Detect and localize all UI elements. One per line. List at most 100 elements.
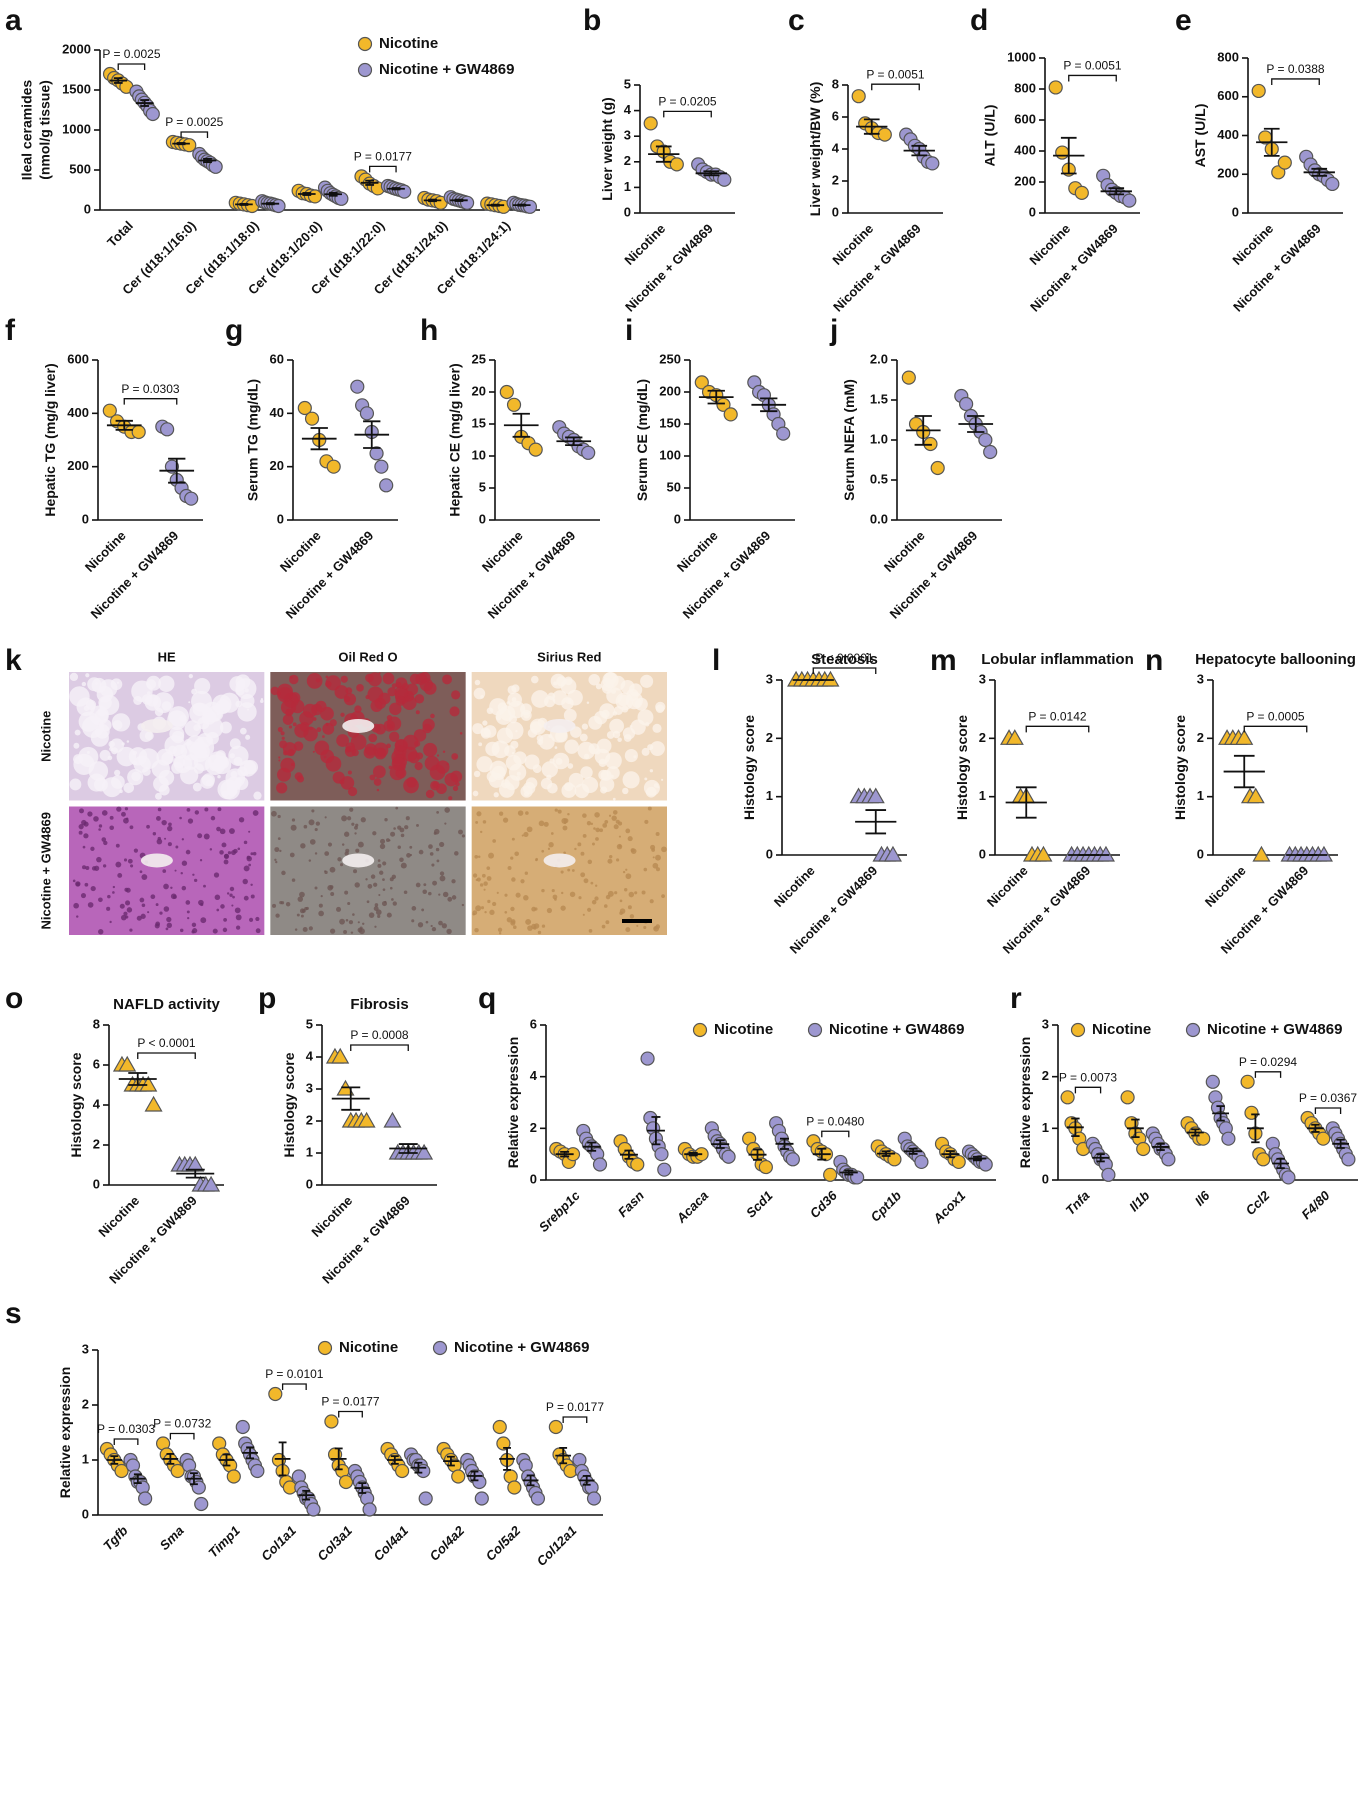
texture-spot [235, 925, 241, 930]
texture-spot [282, 742, 297, 756]
texture-spot [537, 930, 542, 935]
texture-spot [348, 920, 354, 925]
y-axis-label: AST (U/L) [1192, 104, 1208, 168]
texture-spot [187, 818, 194, 824]
texture-spot [379, 870, 384, 875]
texture-spot [661, 846, 667, 853]
texture-spot [629, 914, 635, 919]
texture-spot [377, 863, 382, 868]
texture-spot [243, 865, 250, 872]
y-tick-label: 400 [1217, 127, 1239, 142]
texture-spot [631, 697, 642, 708]
p-value: P = 0.0025 [165, 115, 223, 129]
error-bar [908, 1147, 918, 1155]
data-point [1161, 1152, 1176, 1167]
texture-spot [161, 819, 167, 826]
texture-spot [315, 700, 327, 712]
x-tick-label: Col12a1 [534, 1523, 580, 1569]
texture-spot [191, 922, 197, 928]
panel-letter: f [5, 314, 16, 347]
legend-label: Nicotine + GW4869 [454, 1339, 589, 1356]
texture-spot [360, 817, 366, 823]
texture-spot [82, 865, 87, 870]
texture-spot [121, 811, 126, 817]
data-point [1048, 80, 1063, 95]
row-label: Nicotine + GW4869 [38, 812, 53, 929]
texture-spot [98, 828, 101, 831]
p-value: P = 0.0177 [546, 1400, 604, 1414]
texture-spot [431, 926, 437, 932]
data-point [271, 198, 286, 214]
texture-spot [194, 678, 211, 695]
y-tick-label: 20 [472, 383, 486, 398]
texture-spot [129, 825, 134, 830]
texture-spot [170, 893, 177, 900]
texture-spot [480, 727, 491, 738]
vessel [543, 718, 576, 733]
texture-spot [373, 778, 382, 786]
texture-spot [409, 853, 413, 857]
texture-spot [192, 782, 202, 792]
texture-spot [461, 834, 465, 838]
y-tick-label: 200 [67, 458, 89, 473]
texture-spot [625, 868, 628, 871]
texture-spot [501, 779, 511, 789]
y-tick-label: 3 [82, 1341, 89, 1356]
x-tick-label: Nicotine + GW4869 [88, 528, 182, 622]
legend-label: Nicotine + GW4869 [829, 1021, 964, 1038]
texture-spot [414, 694, 425, 704]
texture-spot [106, 906, 111, 911]
texture-spot [405, 816, 410, 821]
texture-spot [107, 755, 113, 761]
error-bar [265, 202, 275, 206]
texture-spot [506, 917, 512, 923]
texture-spot [661, 894, 665, 899]
error-bar [1131, 1118, 1140, 1139]
data-point [1341, 1152, 1356, 1167]
panel-title: Hepatocyte ballooning [1195, 651, 1356, 668]
x-tick-label: Col4a2 [427, 1522, 468, 1563]
texture-spot [75, 882, 80, 887]
y-tick-label: 1.5 [870, 391, 888, 406]
y-tick-label: 1000 [62, 121, 91, 136]
texture-spot [184, 720, 202, 737]
texture-spot [483, 881, 488, 886]
error-bar [655, 145, 672, 163]
texture-spot [158, 784, 170, 796]
x-tick-label: Tgfb [100, 1523, 131, 1554]
y-axis-label: Hepatic TG (mg/g liver) [42, 363, 58, 516]
texture-spot [484, 910, 487, 914]
error-bar [1156, 1142, 1165, 1151]
y-tick-label: 5 [624, 76, 631, 91]
texture-spot [368, 912, 375, 918]
texture-spot [403, 890, 408, 895]
p-bracket [338, 1410, 363, 1418]
texture-spot [69, 778, 82, 791]
data-point [1196, 1131, 1211, 1146]
texture-spot [274, 858, 277, 861]
data-point [522, 199, 538, 214]
texture-spot [179, 928, 184, 933]
texture-spot [644, 777, 648, 781]
x-tick-label: Fasn [615, 1188, 647, 1220]
texture-spot [441, 923, 447, 929]
texture-spot [655, 831, 660, 836]
texture-spot [278, 756, 281, 759]
p-value: P = 0.0177 [321, 1395, 379, 1409]
texture-spot [510, 906, 515, 912]
texture-spot [451, 895, 457, 900]
texture-spot [475, 905, 482, 912]
texture-spot [630, 848, 635, 853]
texture-spot [207, 705, 224, 722]
texture-spot [250, 852, 254, 856]
p-value: P = 0.0732 [153, 1417, 211, 1431]
data-point [1281, 1170, 1296, 1185]
x-tick-label: Timp1 [205, 1523, 243, 1561]
data-point [139, 1075, 158, 1092]
data-point [877, 127, 892, 142]
data-point [369, 446, 384, 461]
texture-spot [602, 823, 608, 828]
legend-marker [1070, 1022, 1086, 1038]
image-texture [72, 806, 261, 935]
y-tick-label: 100 [659, 447, 681, 462]
